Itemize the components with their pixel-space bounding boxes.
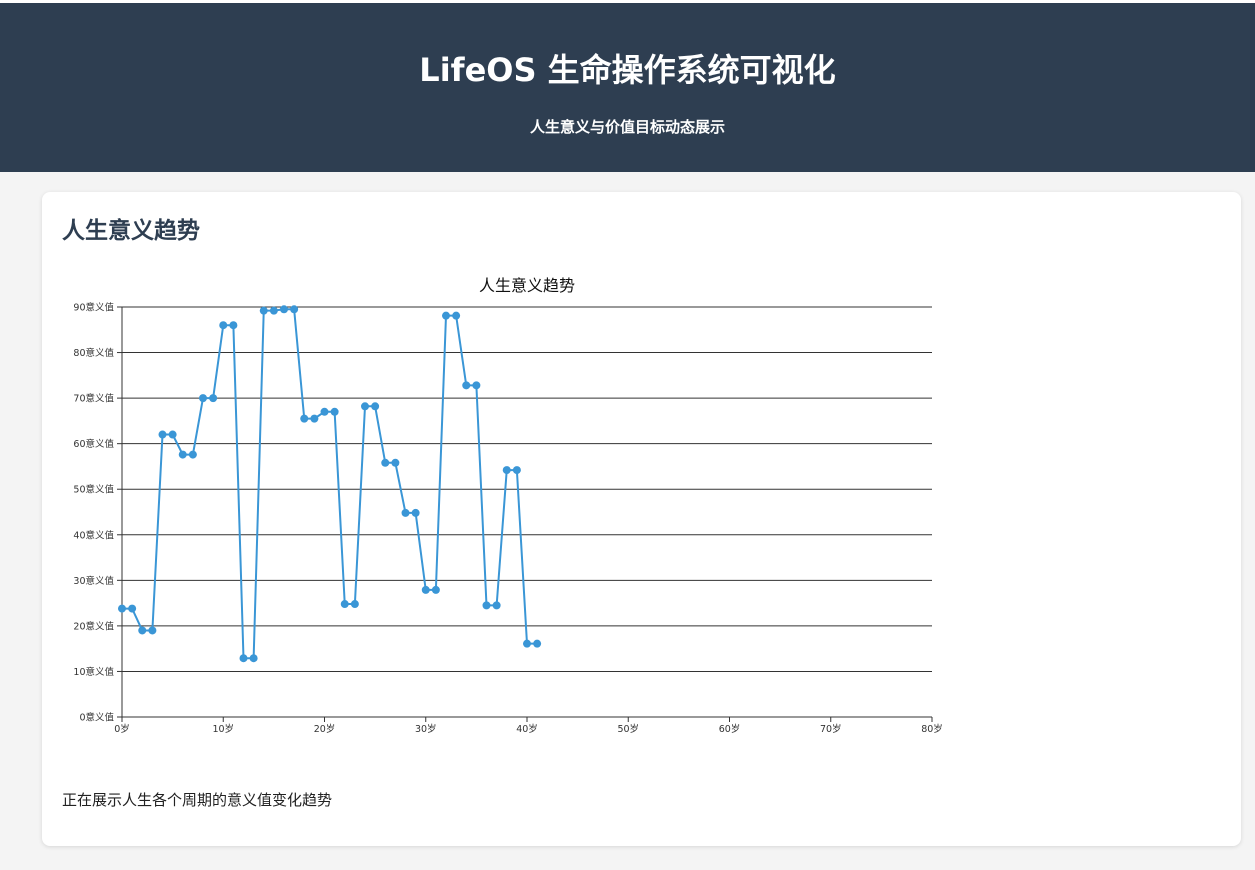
data-point [269, 306, 278, 315]
data-point [168, 430, 177, 439]
page-header: LifeOS 生命操作系统可视化 人生意义与价值目标动态展示 [0, 3, 1255, 172]
data-point [209, 394, 218, 403]
card-title: 人生意义趋势 [62, 218, 200, 244]
data-point [249, 654, 258, 663]
data-point [199, 394, 207, 403]
page-title: LifeOS 生命操作系统可视化 [419, 51, 836, 89]
data-point [472, 381, 481, 390]
x-tick-label: 0岁 [114, 723, 130, 735]
y-tick-label: 50意义值 [73, 484, 114, 496]
data-point [188, 450, 197, 459]
data-point [482, 601, 491, 610]
data-point [118, 604, 126, 613]
data-point [533, 639, 542, 648]
y-tick-label: 80意义值 [73, 347, 114, 359]
y-tick-label: 20意义值 [73, 620, 114, 632]
data-point [391, 458, 400, 467]
data-point [523, 639, 531, 648]
data-point [361, 402, 369, 411]
data-point [138, 626, 147, 635]
y-tick-label: 70意义值 [73, 393, 114, 405]
data-point [320, 407, 329, 416]
top-strip [0, 0, 1255, 3]
x-tick-label: 10岁 [212, 723, 234, 735]
meaning-trend-chart: 人生意义趋势 0意义值 10意义值 20意义值 30意义值 40意义值 50意义值 60意义值… [73, 276, 943, 735]
data-point [512, 466, 521, 475]
y-tick-label: 40意义值 [73, 529, 114, 541]
x-tick-label: 40岁 [516, 723, 538, 735]
x-tick-label: 20岁 [314, 723, 336, 735]
chart-card: 人生意义趋势 人生意义趋势 0意义值 10意义值 20意义值 30意义值 40意义值 50意… [42, 192, 1241, 846]
data-point [300, 414, 309, 423]
data-point [502, 466, 511, 475]
data-point [401, 508, 410, 517]
data-point [381, 458, 390, 467]
data-point [421, 585, 430, 594]
data-point [280, 305, 288, 314]
data-point [158, 430, 167, 439]
data-point [411, 508, 420, 517]
x-tick-label: 60岁 [719, 723, 741, 735]
data-point [310, 414, 319, 423]
data-point [239, 654, 248, 663]
data-point [350, 600, 359, 609]
x-tick-label: 80岁 [921, 723, 943, 735]
y-tick-label: 60意义值 [73, 438, 114, 450]
series-line [122, 308, 538, 660]
data-point [330, 407, 339, 416]
chart-caption: 正在展示人生各个周期的意义值变化趋势 [62, 791, 333, 809]
data-point [148, 626, 157, 635]
x-tick-label: 70岁 [820, 723, 842, 735]
y-tick-label: 10意义值 [73, 666, 114, 678]
y-tick-label: 0意义值 [79, 712, 114, 724]
data-point [340, 600, 349, 609]
page-subtitle: 人生意义与价值目标动态展示 [529, 118, 725, 136]
data-point [492, 601, 501, 610]
y-tick-label: 90意义值 [73, 302, 114, 314]
data-point [128, 604, 137, 613]
data-point [371, 402, 380, 411]
data-point [462, 381, 471, 390]
data-point [229, 321, 238, 330]
x-tick-label: 50岁 [617, 723, 639, 735]
data-point [442, 311, 450, 320]
y-tick-label: 30意义值 [73, 575, 114, 587]
data-point [431, 585, 440, 594]
data-point [290, 305, 299, 314]
data-point [219, 321, 228, 330]
data-point [178, 450, 187, 459]
data-point [452, 311, 461, 320]
x-tick-label: 30岁 [415, 723, 437, 735]
chart-title: 人生意义趋势 [479, 276, 575, 295]
data-point [259, 306, 268, 315]
